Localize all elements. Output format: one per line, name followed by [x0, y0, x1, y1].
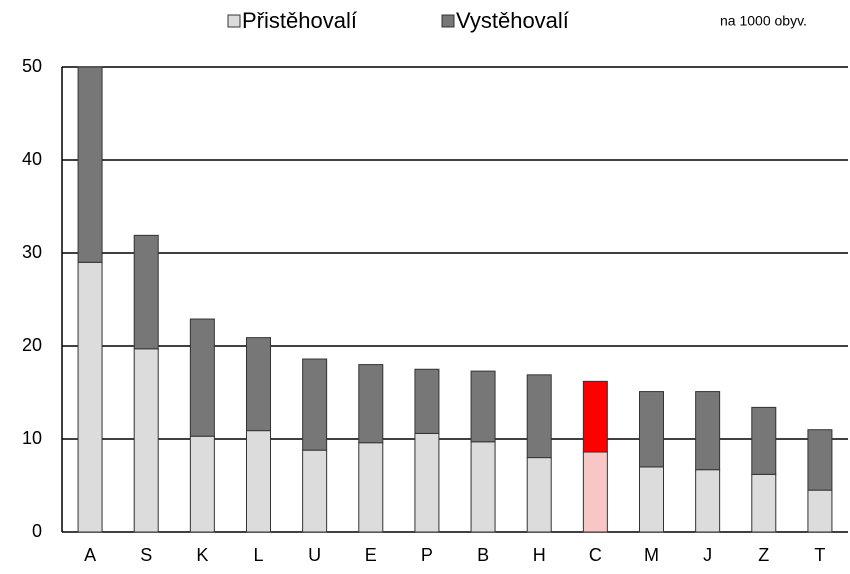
bar-segment	[414, 432, 440, 533]
legend-swatch	[441, 14, 455, 28]
bar-segment	[807, 489, 833, 533]
bar-segment	[639, 391, 664, 468]
x-tick-label: J	[703, 545, 712, 565]
x-tick-label: L	[253, 545, 263, 565]
y-tick-label: 40	[22, 149, 42, 169]
x-tick-label: H	[533, 545, 546, 565]
y-tick-label: 10	[22, 428, 42, 448]
y-tick-label: 30	[22, 242, 42, 262]
bar-segment	[133, 234, 159, 350]
bar-segment	[189, 435, 215, 533]
x-tick-label: K	[196, 545, 208, 565]
x-tick-label: S	[140, 545, 152, 565]
bar-segment	[526, 457, 552, 533]
x-tick-label: B	[477, 545, 489, 565]
bar-segment	[77, 66, 103, 263]
x-tick-label: U	[308, 545, 321, 565]
x-tick-label: Z	[758, 545, 769, 565]
x-tick-label: P	[421, 545, 433, 565]
bar-segment	[582, 380, 608, 453]
bar-segment	[751, 406, 777, 475]
bar-segment	[639, 466, 664, 533]
bar-segment	[302, 449, 328, 533]
bar-segment	[695, 469, 721, 533]
bar-segment	[526, 374, 552, 459]
bar-segment	[807, 429, 833, 491]
x-tick-label: M	[644, 545, 659, 565]
legend-swatch	[227, 14, 241, 28]
bar-segment	[302, 358, 328, 451]
x-tick-label: C	[589, 545, 602, 565]
x-tick-label: E	[365, 545, 377, 565]
y-tick-label: 0	[32, 521, 42, 541]
unit-note: na 1000 obyv.	[720, 13, 807, 29]
bar-segment	[695, 391, 721, 471]
x-tick-label: A	[84, 545, 96, 565]
bar-segment	[470, 370, 496, 443]
bar-segment	[582, 451, 608, 533]
bar-segment	[246, 337, 271, 432]
bar-segment	[77, 261, 103, 533]
bar-segment	[470, 441, 496, 533]
bar-segment	[414, 368, 440, 434]
legend-label: Vystěhovalí	[456, 8, 569, 33]
bar-segment	[358, 364, 384, 444]
bar-segment	[246, 430, 271, 533]
bar-segment	[133, 348, 159, 533]
bar-segment	[751, 473, 777, 533]
x-tick-label: T	[814, 545, 825, 565]
bar-segment	[189, 318, 215, 437]
bar-segment	[358, 442, 384, 533]
y-tick-label: 50	[22, 56, 42, 76]
legend-label: Přistěhovalí	[242, 8, 357, 33]
y-tick-label: 20	[22, 335, 42, 355]
